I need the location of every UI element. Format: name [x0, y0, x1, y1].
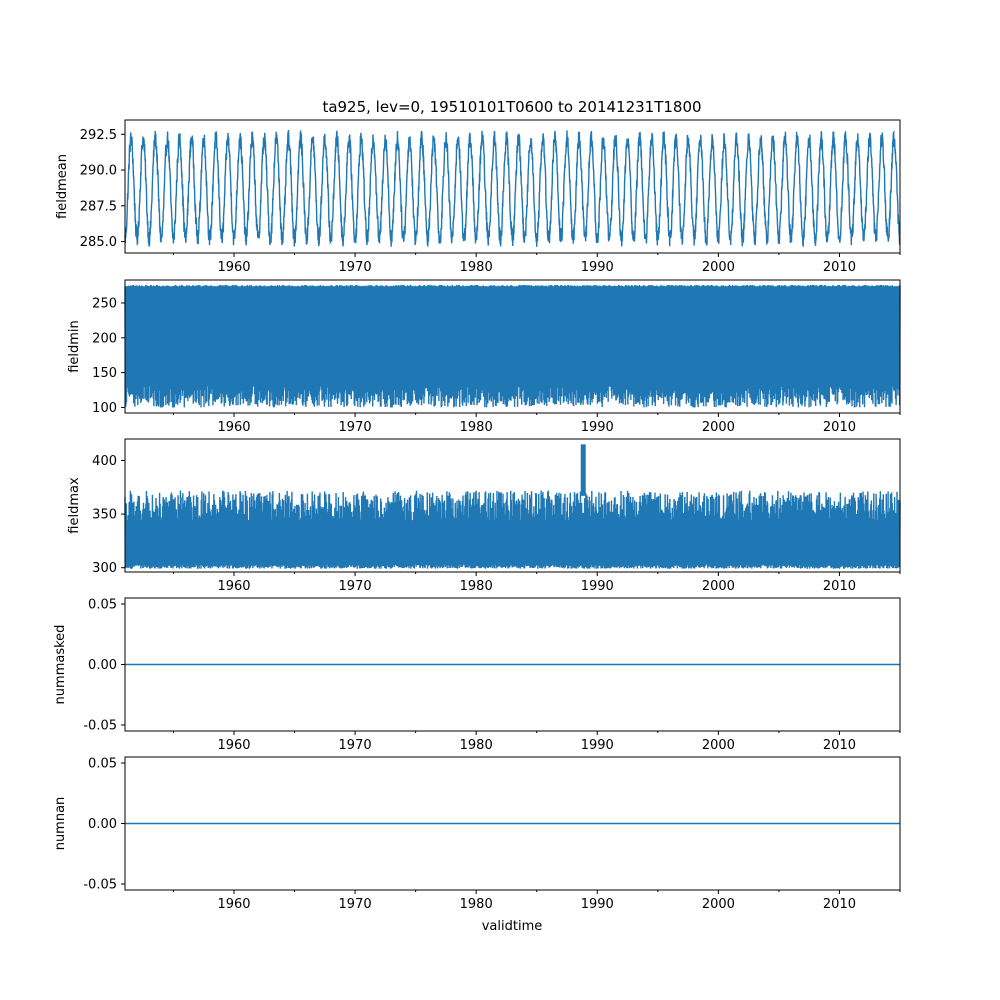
x-tick-label: 1960: [217, 260, 250, 275]
x-tick-label: 1960: [217, 579, 250, 594]
x-tick-label: 1960: [217, 897, 250, 912]
x-tick-label: 2000: [702, 897, 735, 912]
y-tick-label: 0.05: [88, 598, 117, 613]
x-tick-label: 2010: [823, 738, 856, 753]
x-tick-label: 2010: [823, 260, 856, 275]
y-axis-label: fieldmean: [55, 154, 70, 219]
x-tick-label: 1960: [217, 420, 250, 435]
y-axis-label: fieldmin: [67, 320, 82, 373]
x-tick-label: 2010: [823, 897, 856, 912]
x-tick-label: 1970: [339, 420, 372, 435]
y-axis-label: nummasked: [53, 625, 68, 705]
x-tick-label: 2010: [823, 420, 856, 435]
x-tick-label: 1990: [581, 897, 614, 912]
y-tick-label: 0.05: [88, 757, 117, 772]
x-tick-label: 1960: [217, 738, 250, 753]
y-tick-label: 350: [92, 508, 117, 523]
x-tick-label: 1990: [581, 420, 614, 435]
x-tick-label: 1970: [339, 897, 372, 912]
series-band-core-fieldmax: [125, 520, 900, 562]
axes-frame: [124, 438, 901, 573]
x-tick-label: 1980: [460, 738, 493, 753]
series-line-fieldmean: [124, 129, 901, 248]
x-tick-label: 2000: [702, 260, 735, 275]
x-tick-label: 1980: [460, 260, 493, 275]
y-tick-label: 300: [92, 561, 117, 576]
panel-fieldmin: 100 150 200 250 1960 1970 1980 1990 2000 2010 fiel…: [67, 279, 901, 435]
series-band-core-fieldmin: [125, 286, 900, 371]
series-spike: [580, 444, 586, 496]
y-tick-label: 150: [92, 366, 117, 381]
y-tick-label: 0.00: [88, 817, 117, 832]
x-tick-label: 1970: [339, 738, 372, 753]
y-tick-label: 285.0: [80, 235, 117, 250]
x-tick-label: 1970: [339, 260, 372, 275]
x-tick-label: 1980: [460, 579, 493, 594]
y-axis-label: fieldmax: [67, 477, 82, 534]
y-tick-label: 287.5: [80, 199, 117, 214]
x-tick-label: 1990: [581, 738, 614, 753]
y-tick-label: 0.00: [88, 658, 117, 673]
axes-frame: [124, 119, 901, 254]
y-tick-label: 400: [92, 454, 117, 469]
x-tick-label: 2000: [702, 420, 735, 435]
figure-title: ta925, lev=0, 19510101T0600 to 20141231T…: [322, 98, 701, 116]
y-tick-label: 200: [92, 331, 117, 346]
panel-nummasked: -0.05 0.00 0.05 1960 1970 1980 1990 2000 2010 num…: [53, 597, 901, 753]
axes-frame: [124, 279, 901, 414]
x-tick-label: 2000: [702, 579, 735, 594]
x-tick-label: 1980: [460, 420, 493, 435]
y-tick-label: 290.0: [80, 164, 117, 179]
panel-numnan: -0.05 0.00 0.05 1960 1970 1980 1990 2000 2010 num…: [53, 756, 901, 912]
x-tick-label: 2010: [823, 579, 856, 594]
x-tick-label: 1980: [460, 897, 493, 912]
y-tick-label: 250: [92, 296, 117, 311]
x-tick-label: 2000: [702, 738, 735, 753]
y-tick-label: 292.5: [80, 128, 117, 143]
y-axis-label: numnan: [53, 797, 68, 851]
y-tick-label: -0.05: [83, 718, 117, 733]
y-tick-label: 100: [92, 401, 117, 416]
y-tick-label: -0.05: [83, 877, 117, 892]
x-tick-label: 1990: [581, 260, 614, 275]
panel-fieldmean: 285.0 287.5 290.0 292.5 1960 1970 1980 1990 2000…: [55, 119, 901, 275]
panel-fieldmax: 300 350 400 1960 1970 1980 1990 2000 2010 fieldma…: [67, 438, 901, 594]
x-tick-label: 1990: [581, 579, 614, 594]
x-tick-label: 1970: [339, 579, 372, 594]
x-axis-label: validtime: [482, 919, 543, 934]
